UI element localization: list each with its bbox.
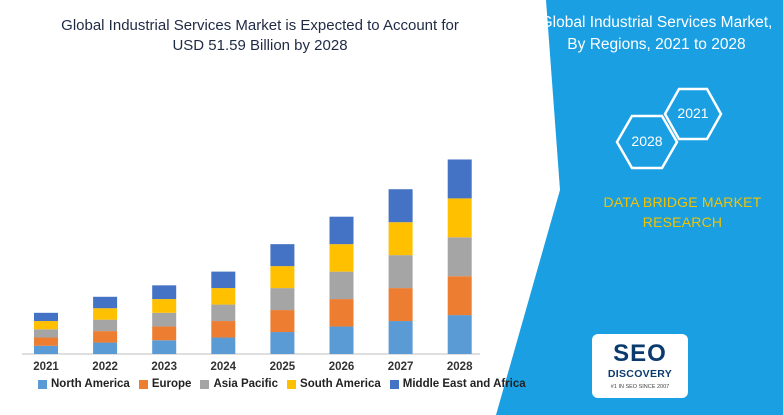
x-tick-label-2022: 2022 bbox=[92, 361, 118, 373]
bar-2025-asia-pacific bbox=[270, 288, 295, 311]
side-panel-background bbox=[496, 0, 783, 415]
legend-item-south-america: South America bbox=[287, 378, 381, 390]
bar-2022-europe bbox=[93, 331, 118, 343]
hexagon-2021 bbox=[663, 87, 723, 141]
bar-2023-north-america bbox=[152, 340, 177, 354]
bar-2022-south-america bbox=[93, 308, 118, 320]
legend-swatch bbox=[200, 379, 210, 389]
bar-2027-middle-east-and-africa bbox=[388, 189, 413, 223]
chart-title: Global Industrial Services Market is Exp… bbox=[40, 16, 480, 56]
bar-2028-europe bbox=[447, 276, 472, 316]
legend-item-north-america: North America bbox=[38, 378, 130, 390]
bar-2021-asia-pacific bbox=[34, 329, 58, 338]
legend-swatch bbox=[38, 379, 47, 389]
legend: North America Europe Asia Pacific South … bbox=[38, 378, 535, 390]
bar-2027-south-america bbox=[388, 222, 413, 256]
x-tick-label-2023: 2023 bbox=[151, 361, 177, 373]
bar-2022-asia-pacific bbox=[93, 319, 118, 332]
bar-2024-south-america bbox=[211, 288, 236, 305]
bar-2022-north-america bbox=[93, 342, 118, 354]
bar-2021-south-america bbox=[34, 321, 58, 330]
brand-line-2: RESEARCH bbox=[642, 214, 723, 230]
x-tick-label-2026: 2026 bbox=[328, 361, 355, 373]
legend-label: Asia Pacific bbox=[213, 378, 279, 390]
x-tick-label-2024: 2024 bbox=[210, 361, 237, 373]
side-panel-title-line-2: By Regions, 2021 to 2028 bbox=[567, 36, 746, 53]
chart-title-line-1: Global Industrial Services Market is Exp… bbox=[61, 17, 459, 34]
bar-2026-south-america bbox=[329, 244, 354, 272]
legend-item-europe: Europe bbox=[138, 378, 192, 390]
bar-2024-europe bbox=[211, 321, 236, 338]
x-tick-label-2027: 2027 bbox=[387, 361, 414, 373]
bar-2022-middle-east-and-africa bbox=[93, 296, 118, 309]
legend-label: South America bbox=[300, 378, 381, 390]
seo-discovery-logo: SEO DISCOVERY #1 IN SEO SINCE 2007 bbox=[592, 334, 688, 398]
seo-logo-sub: DISCOVERY bbox=[607, 368, 673, 380]
bar-2026-middle-east-and-africa bbox=[329, 216, 354, 245]
bar-2023-middle-east-and-africa bbox=[152, 285, 177, 300]
bar-2025-north-america bbox=[270, 332, 295, 354]
bar-2027-north-america bbox=[388, 321, 413, 354]
x-tick-label-2021: 2021 bbox=[33, 361, 59, 373]
bar-2021-middle-east-and-africa bbox=[34, 312, 58, 322]
legend-item-asia-pacific: Asia Pacific bbox=[200, 378, 278, 390]
bar-2025-middle-east-and-africa bbox=[270, 244, 295, 267]
bar-2028-middle-east-and-africa bbox=[447, 159, 472, 199]
side-panel-title-line-1: Global Industrial Services Market, bbox=[540, 14, 773, 31]
bar-2023-south-america bbox=[152, 299, 177, 313]
bar-2026-asia-pacific bbox=[329, 271, 354, 300]
seo-logo-tagline: #1 IN SEO SINCE 2007 bbox=[610, 384, 670, 390]
hex-label-2021: 2021 bbox=[677, 105, 709, 121]
x-tick-label-2025: 2025 bbox=[269, 361, 296, 373]
bar-2026-north-america bbox=[329, 326, 354, 354]
legend-label: Europe bbox=[151, 378, 192, 390]
legend-label: Middle East and Africa bbox=[402, 378, 526, 390]
legend-item-middle-east-africa: Middle East and Africa bbox=[389, 378, 526, 390]
hex-label-2028: 2028 bbox=[631, 133, 663, 149]
side-panel-title: Global Industrial Services Market, By Re… bbox=[530, 12, 783, 56]
bar-2027-europe bbox=[388, 288, 413, 322]
bar-2025-south-america bbox=[270, 266, 295, 289]
legend-label: North America bbox=[51, 378, 130, 390]
bar-2026-europe bbox=[329, 299, 354, 327]
legend-swatch bbox=[138, 379, 148, 389]
legend-swatch bbox=[389, 379, 399, 389]
hexagon-2028 bbox=[615, 114, 679, 170]
brand-line-1: DATA BRIDGE MARKET bbox=[603, 194, 762, 210]
bar-2025-europe bbox=[270, 310, 295, 333]
legend-swatch bbox=[287, 379, 297, 389]
bar-2024-north-america bbox=[211, 337, 236, 354]
bar-2028-asia-pacific bbox=[447, 237, 472, 277]
brand-name: DATA BRIDGE MARKET RESEARCH bbox=[590, 192, 775, 232]
bar-2021-north-america bbox=[34, 345, 58, 354]
bar-2028-north-america bbox=[447, 315, 472, 354]
bar-2024-middle-east-and-africa bbox=[211, 271, 236, 289]
bar-2027-asia-pacific bbox=[388, 255, 413, 289]
bar-2028-south-america bbox=[447, 198, 472, 238]
bar-2023-asia-pacific bbox=[152, 312, 177, 327]
bar-2024-asia-pacific bbox=[211, 304, 236, 322]
bars-group bbox=[34, 159, 472, 354]
bar-2021-europe bbox=[34, 337, 58, 346]
seo-logo-main: SEO bbox=[613, 340, 667, 367]
bar-2023-europe bbox=[152, 326, 177, 341]
chart-title-line-2: USD 51.59 Billion by 2028 bbox=[172, 37, 348, 54]
x-tick-label-2028: 2028 bbox=[446, 361, 473, 373]
